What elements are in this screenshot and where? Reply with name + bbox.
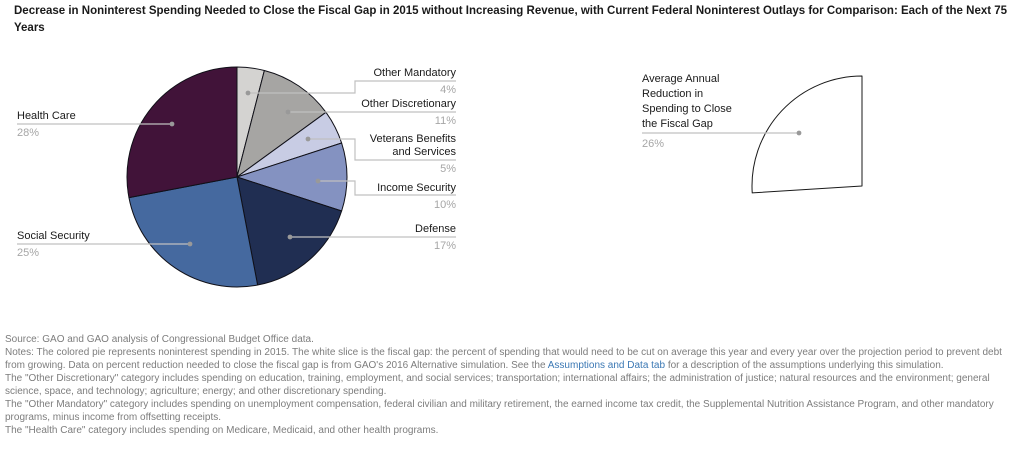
leader-line-income-security xyxy=(318,180,456,196)
callout-income-security: Income Security 10% xyxy=(377,182,456,212)
callout-health-care: Health Care 28% xyxy=(17,110,76,140)
health-care-note: The "Health Care" category includes spen… xyxy=(5,425,439,436)
callout-social-security-value: 25% xyxy=(17,247,40,259)
leader-dot-other-mandatory xyxy=(245,90,251,96)
callout-social-security-label: Social Security xyxy=(17,230,90,242)
pie-slice-defense[interactable] xyxy=(236,176,343,286)
general-note-text: Notes: The colored pie represents nonint… xyxy=(5,347,1002,371)
leader-dot-fiscal-gap xyxy=(796,130,802,136)
callout-defense-label: Defense xyxy=(415,223,456,235)
chart-notes: Source: GAO and GAO analysis of Congress… xyxy=(5,333,1014,437)
leader-dot-social-security xyxy=(187,241,193,247)
leader-dot-veterans xyxy=(305,136,311,142)
callout-defense-value: 17% xyxy=(433,240,456,252)
callout-fiscal-gap-value: 26% xyxy=(642,138,665,150)
callout-other-discretionary: Other Discretionary 11% xyxy=(361,98,456,128)
pie-slice-health-care[interactable] xyxy=(126,66,238,199)
pie-chart-canvas xyxy=(17,66,863,288)
source-note: Source: GAO and GAO analysis of Congress… xyxy=(5,334,314,345)
callout-health-care-label: Health Care xyxy=(17,110,76,122)
callout-defense: Defense 17% xyxy=(415,223,456,253)
general-note-text-cont: for a description of the assumptions und… xyxy=(665,360,944,371)
leader-dot-income-security xyxy=(315,178,321,184)
leader-line-other-mandatory xyxy=(248,80,456,94)
leader-line-veterans xyxy=(308,138,456,161)
callout-fiscal-gap: Average Annual Reduction in Spending to … xyxy=(642,72,732,151)
chart-title: Decrease in Noninterest Spending Needed … xyxy=(14,5,1008,34)
leader-dot-other-discretionary xyxy=(285,109,291,115)
callout-other-mandatory-value: 4% xyxy=(440,84,456,96)
pie-slice-other-discretionary[interactable] xyxy=(236,69,327,178)
callout-fiscal-gap-label: Average Annual Reduction in Spending to … xyxy=(642,73,732,130)
callout-veterans-value: 5% xyxy=(440,163,456,175)
other-discretionary-note: The "Other Discretionary" category inclu… xyxy=(5,373,990,397)
callout-social-security: Social Security 25% xyxy=(17,230,90,260)
callout-health-care-value: 28% xyxy=(17,127,40,139)
callout-other-discretionary-value: 11% xyxy=(434,115,456,127)
leader-dot-health-care xyxy=(169,121,175,127)
callout-income-security-value: 10% xyxy=(433,199,456,211)
callout-other-mandatory-label: Other Mandatory xyxy=(373,67,456,79)
callout-veterans: Veterans Benefits and Services 5% xyxy=(370,133,456,176)
leader-dot-defense xyxy=(287,234,293,240)
callout-veterans-label: Veterans Benefits and Services xyxy=(369,133,456,158)
fiscal-gap-wedge[interactable] xyxy=(751,75,863,194)
other-mandatory-note: The "Other Mandatory" category includes … xyxy=(5,399,994,423)
pie-slice-social-security[interactable] xyxy=(128,176,259,288)
callout-other-discretionary-label: Other Discretionary xyxy=(361,98,456,110)
callout-income-security-label: Income Security xyxy=(377,182,456,194)
assumptions-and-data-tab-link[interactable]: Assumptions and Data tab xyxy=(547,360,666,371)
general-note: Notes: The colored pie represents nonint… xyxy=(5,346,1014,372)
callout-other-mandatory: Other Mandatory 4% xyxy=(373,67,456,97)
